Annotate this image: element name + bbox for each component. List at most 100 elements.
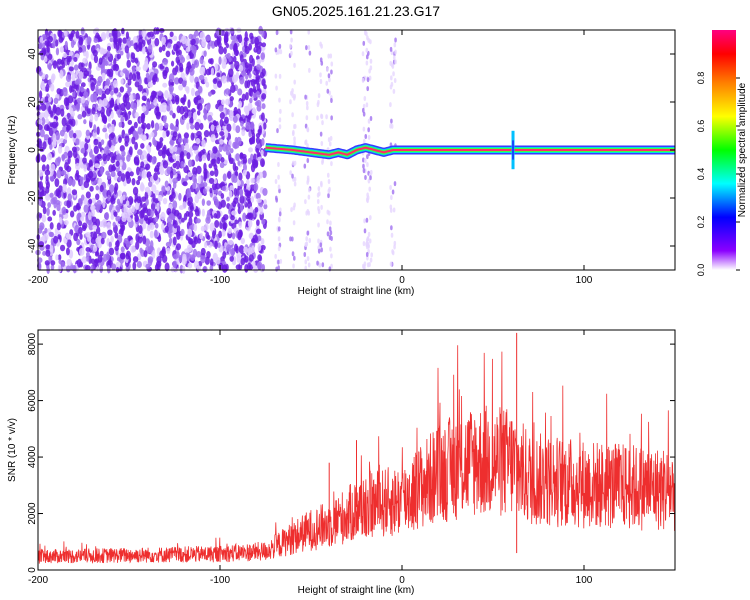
spectrogram-cell [243, 163, 247, 172]
spectrogram-cell [90, 82, 96, 92]
spectrogram-cell [212, 230, 216, 239]
spectrogram-cell [165, 50, 171, 58]
spectrogram-cell [43, 110, 49, 119]
spectrogram-cell [199, 67, 205, 76]
spectrogram-cell [366, 162, 369, 168]
spectrogram-cell [222, 222, 228, 230]
spectrogram-cell [393, 240, 397, 246]
spectrogram-cell [65, 97, 70, 106]
spectrogram-cell [79, 233, 83, 240]
spectrogram-cell [240, 237, 246, 245]
spectrogram-cell [38, 90, 43, 99]
spectrogram-cell [306, 157, 310, 163]
spectrogram-cell [277, 259, 280, 265]
spectrogram-cell [304, 265, 308, 271]
spectrogram-cell [69, 107, 74, 115]
spectrogram-cell [229, 43, 234, 50]
spectrogram-cell [151, 155, 157, 165]
spectrogram-cell [362, 126, 366, 132]
spectrogram-cell [188, 217, 193, 226]
spectrogram-cell [150, 131, 155, 138]
spectrogram-cell [153, 139, 157, 147]
spectrogram-cell [365, 54, 369, 60]
spectrogram-cell [136, 260, 142, 268]
spectrogram-cell [220, 199, 227, 208]
spectrogram-cell [278, 117, 282, 123]
spectrogram-cell [320, 60, 324, 66]
spectrogram-cell [57, 189, 62, 199]
spectrogram-cell [246, 79, 251, 89]
spectrogram-cell [193, 223, 198, 232]
spectrogram-cell [140, 143, 145, 149]
spectrogram-cell [238, 34, 243, 44]
spectrogram-cell [177, 212, 182, 220]
spectrogram-cell [228, 157, 234, 165]
spectrogram-cell [142, 63, 148, 72]
spectrogram-cell [224, 31, 229, 37]
spectrogram-cell [390, 195, 393, 201]
spectrogram-cell [367, 134, 371, 140]
spectrogram-cell [110, 171, 116, 178]
spectrogram-cell [320, 247, 323, 253]
spectrogram-cell [317, 186, 321, 192]
spectrogram-cell [211, 158, 217, 167]
spectrogram-cell [125, 171, 131, 180]
spectrogram-cell [92, 49, 98, 57]
spectrogram-cell [173, 146, 178, 153]
spectrogram-cell [234, 136, 238, 145]
spectrogram-cell [306, 230, 310, 236]
spectrogram-cell [367, 118, 371, 124]
spectrogram-cell [274, 73, 278, 79]
spectrogram-cell [44, 169, 51, 176]
spectrogram-cell [390, 123, 394, 129]
spectrogram-cell [325, 80, 328, 86]
spectrogram-cell [137, 234, 143, 244]
spectrogram-cell [38, 212, 43, 219]
spectrogram-cell [66, 124, 71, 131]
spectrogram-cell [157, 90, 163, 96]
spectrogram-cell [186, 122, 190, 130]
spectrogram-cell [262, 170, 267, 179]
spectrogram-cell [141, 196, 147, 202]
spectrogram-cell [202, 188, 207, 195]
spectrogram-cell [216, 72, 221, 78]
spectrogram-cell [330, 115, 333, 121]
spectrogram-cell [175, 118, 179, 128]
spectrogram-cell [76, 202, 80, 209]
spectrogram-cell [172, 35, 178, 41]
spectrogram-cell [108, 32, 113, 38]
spectrogram-cell [229, 148, 234, 154]
spectrogram-cell [196, 130, 202, 138]
spectrogram-cell [277, 216, 281, 222]
colorbar-gradient [712, 30, 736, 270]
spectrogram-cell [66, 57, 71, 66]
spectrogram-cell [222, 250, 227, 260]
spectrogram-cell [158, 46, 163, 53]
spectrogram-cell [308, 237, 312, 243]
spectrogram-cell [142, 202, 148, 212]
spectrogram-cell [172, 131, 178, 138]
spectrogram-cell [248, 130, 252, 138]
spectrogram-cell [93, 38, 99, 43]
spectrogram-cell [237, 160, 241, 166]
spectrogram-cell [275, 195, 278, 201]
spectrogram-cell [228, 68, 234, 78]
spectrogram-cell [164, 225, 169, 233]
spectrogram-cell [219, 131, 225, 137]
spectrogram-cell [81, 147, 86, 154]
spectrogram-cell [190, 87, 195, 97]
spectrogram-cell [154, 222, 159, 229]
spectrogram-cell [131, 136, 136, 145]
spectrogram-cell [169, 139, 175, 146]
spectrogram-cell [159, 137, 164, 143]
spectrogram-cell [231, 232, 236, 240]
spectrogram-cell [52, 196, 58, 205]
spectrogram-cell [204, 256, 210, 265]
spectrogram-cell [45, 181, 50, 190]
spectrogram-cell [215, 183, 221, 190]
spectrogram-cell [183, 132, 190, 139]
spectrogram-cell [37, 227, 43, 234]
spectrogram-cell [369, 215, 372, 221]
spectrogram-cell [133, 156, 140, 166]
spectrogram-cell [125, 241, 131, 248]
